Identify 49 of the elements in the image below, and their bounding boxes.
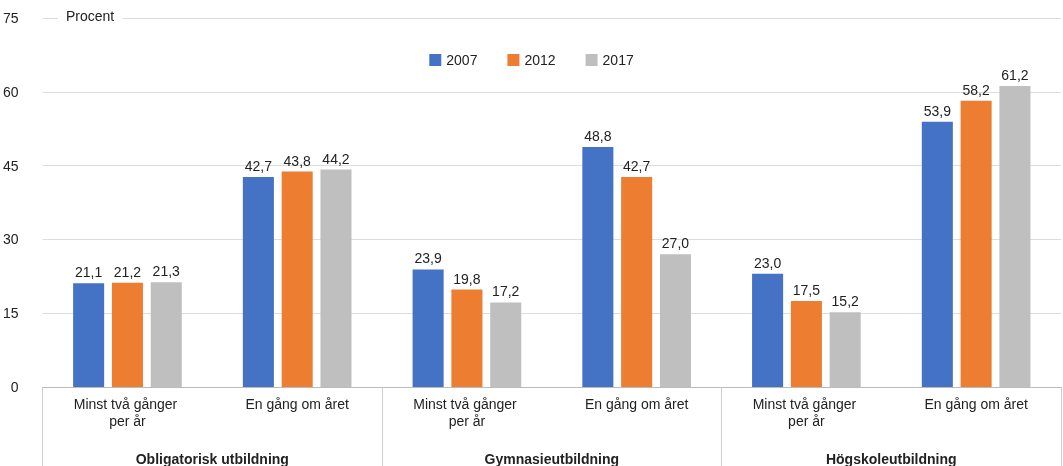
text: Obligatorisk utbildning	[135, 451, 289, 466]
bar	[111, 282, 143, 387]
y-tick-label: 45	[2, 157, 19, 174]
data-label: 27,0	[661, 235, 690, 252]
data-label: 42,7	[623, 157, 651, 174]
data-label: 23,9	[414, 250, 442, 267]
x-tick-label: En gång om året	[245, 395, 350, 412]
y-axis-title: Procent	[66, 8, 115, 24]
x-tick-label: Minst två gånger per år	[752, 395, 861, 429]
x-tick-label: En gång om året	[924, 395, 1028, 412]
data-label: 17,5	[792, 281, 821, 298]
data-label: 43,8	[283, 152, 312, 169]
data-label: 61,2	[1001, 66, 1029, 83]
bar	[960, 100, 992, 387]
data-label: 58,2	[962, 81, 990, 98]
bar	[921, 121, 953, 387]
bar	[582, 146, 614, 387]
data-label: 48,8	[584, 127, 612, 144]
x-tick-label: Minst två gånger per år	[73, 395, 182, 429]
legend-label: 2017	[602, 52, 634, 68]
data-label: 19,8	[453, 270, 481, 287]
y-tick-label: 75	[2, 10, 19, 26]
legend-label: 2012	[524, 52, 556, 68]
bar	[790, 300, 822, 387]
data-label: 15,2	[831, 293, 860, 310]
y-tick-label: 60	[2, 83, 19, 100]
data-label: 53,9	[923, 102, 952, 119]
data-label: 21,1	[75, 264, 103, 281]
y-tick-label: 15	[2, 305, 19, 322]
bar	[73, 283, 105, 387]
y-tick-label: 30	[2, 231, 19, 248]
bar	[621, 176, 653, 387]
y-tick-label: 0	[10, 379, 19, 395]
bar	[752, 273, 784, 387]
data-label: 23,0	[753, 254, 782, 271]
bar	[281, 171, 313, 387]
x-tick-label: Minst två gånger per år	[413, 395, 521, 429]
text: Gymnasieutbildning	[484, 451, 620, 466]
data-label: 21,2	[113, 263, 142, 280]
data-label: 21,3	[152, 263, 181, 280]
bar	[451, 289, 483, 387]
data-label: 42,7	[244, 157, 273, 174]
data-label: 44,2	[322, 150, 350, 167]
data-label: 17,2	[492, 283, 520, 300]
bar	[412, 269, 444, 387]
x-tick-label: En gång om året	[584, 395, 689, 412]
text: Högskoleutbildning	[825, 451, 957, 466]
bar	[242, 176, 274, 387]
legend-label: 2007	[446, 52, 478, 68]
